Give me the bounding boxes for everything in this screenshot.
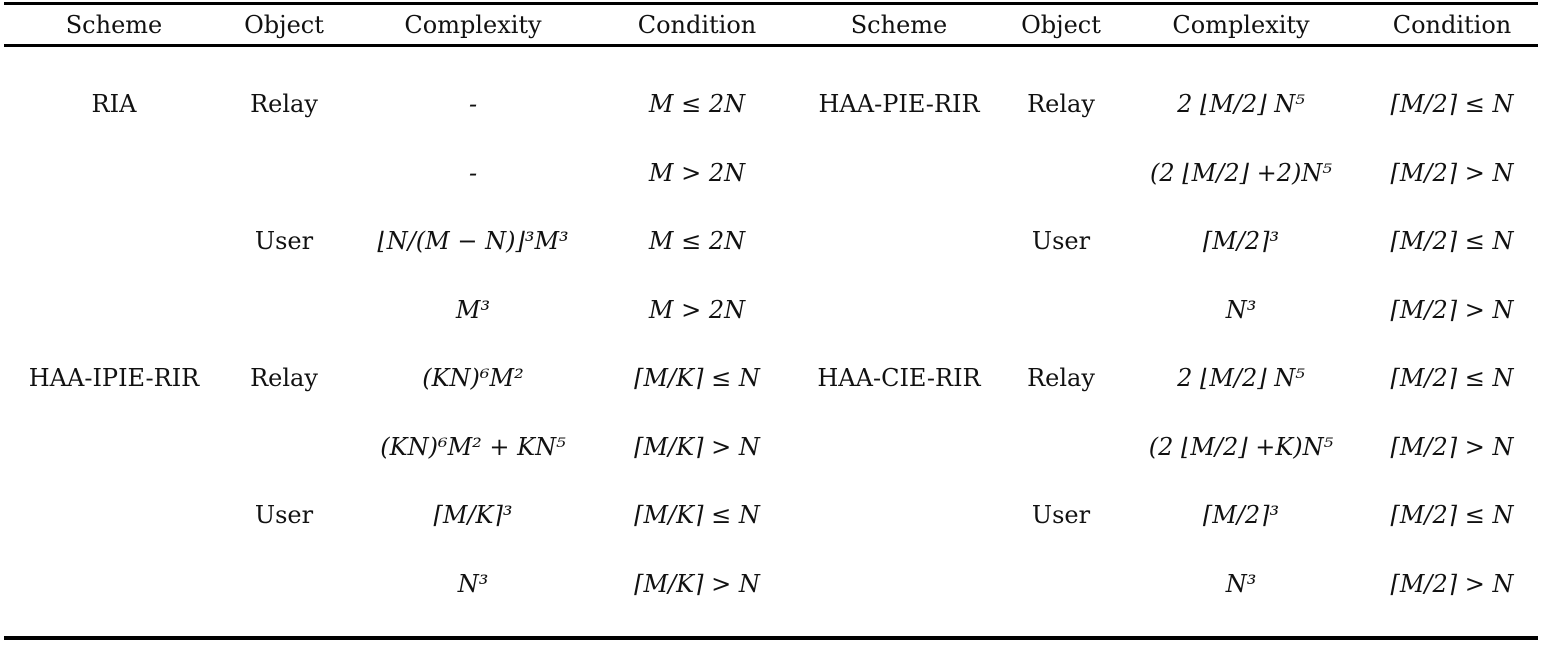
header-scheme-2: Scheme xyxy=(850,11,948,39)
header-complexity: Complexity xyxy=(404,11,542,39)
condition-cell: M > 2N xyxy=(648,295,746,324)
table-row: RIA Relay - M ≤ 2N HAA-PIE-RIR Relay 2 ⌊… xyxy=(4,70,1538,139)
complexity-cell-2: ⌈M/2⌉³ xyxy=(1202,501,1280,530)
table-row: User ⌈M/K⌉³ ⌈M/K⌉ ≤ N User ⌈M/2⌉³ ⌈M/2⌉ … xyxy=(4,481,1538,550)
header-object: Object xyxy=(244,11,324,39)
complexity-cell: (KN)⁶M² + KN⁵ xyxy=(380,432,566,461)
condition-cell-2: ⌈M/2⌉ ≤ N xyxy=(1390,501,1514,530)
table-row: User ⌊N/(M − N)⌋³M³ M ≤ 2N User ⌈M/2⌉³ ⌈… xyxy=(4,207,1538,276)
object-cell-2 xyxy=(1006,276,1116,345)
scheme-cell xyxy=(4,481,224,550)
object-cell xyxy=(226,276,342,345)
object-cell: Relay xyxy=(250,90,318,119)
object-cell xyxy=(226,139,342,208)
complexity-cell: ⌈M/K⌉³ xyxy=(433,501,513,530)
condition-cell: M > 2N xyxy=(648,158,746,187)
complexity-cell: N³ xyxy=(457,569,489,598)
scheme-cell: HAA-IPIE-RIR xyxy=(28,364,200,393)
condition-cell: ⌈M/K⌉ > N xyxy=(634,432,760,461)
condition-cell: M ≤ 2N xyxy=(648,90,746,119)
complexity-cell: M³ xyxy=(455,295,491,324)
object-cell: User xyxy=(254,227,314,256)
complexity-cell-2: N³ xyxy=(1225,295,1257,324)
complexity-table: Scheme Object Complexity Condition Schem… xyxy=(4,0,1538,645)
complexity-cell-2: (2 ⌊M/2⌋ +K)N⁵ xyxy=(1148,432,1334,461)
scheme-cell-2 xyxy=(794,481,1004,550)
complexity-cell: - xyxy=(468,90,478,119)
condition-cell: ⌈M/K⌉ > N xyxy=(634,569,760,598)
condition-cell: M ≤ 2N xyxy=(648,227,746,256)
scheme-cell: RIA xyxy=(91,90,137,119)
table-row: - M > 2N (2 ⌊M/2⌋ +2)N⁵ ⌈M/2⌉ > N xyxy=(4,139,1538,208)
condition-cell-2: ⌈M/2⌉ > N xyxy=(1390,158,1514,187)
object-cell-2: Relay xyxy=(1027,90,1095,119)
complexity-cell-2: 2 ⌊M/2⌋ N⁵ xyxy=(1177,364,1305,393)
scheme-cell-2 xyxy=(794,550,1004,619)
object-cell xyxy=(226,413,342,482)
scheme-cell-2 xyxy=(794,207,1004,276)
scheme-cell xyxy=(4,413,224,482)
table-row: HAA-IPIE-RIR Relay (KN)⁶M² ⌈M/K⌉ ≤ N HAA… xyxy=(4,344,1538,413)
header-object-2: Object xyxy=(1021,11,1101,39)
header-complexity-2: Complexity xyxy=(1172,11,1310,39)
condition-cell-2: ⌈M/2⌉ > N xyxy=(1390,569,1514,598)
table-row: M³ M > 2N N³ ⌈M/2⌉ > N xyxy=(4,276,1538,345)
condition-cell: ⌈M/K⌉ ≤ N xyxy=(634,501,760,530)
scheme-cell-2 xyxy=(794,413,1004,482)
top-rule xyxy=(4,2,1538,5)
complexity-cell: - xyxy=(468,158,478,187)
complexity-cell-2: 2 ⌊M/2⌋ N⁵ xyxy=(1177,90,1305,119)
table-row: N³ ⌈M/K⌉ > N N³ ⌈M/2⌉ > N xyxy=(4,550,1538,619)
condition-cell: ⌈M/K⌉ ≤ N xyxy=(634,364,760,393)
object-cell-2 xyxy=(1006,413,1116,482)
header-rule xyxy=(4,44,1538,47)
header-scheme: Scheme xyxy=(65,11,163,39)
object-cell xyxy=(226,550,342,619)
scheme-cell-2: HAA-PIE-RIR xyxy=(818,90,980,119)
header-condition: Condition xyxy=(637,11,757,39)
condition-cell-2: ⌈M/2⌉ ≤ N xyxy=(1390,227,1514,256)
condition-cell-2: ⌈M/2⌉ ≤ N xyxy=(1390,90,1514,119)
object-cell-2: Relay xyxy=(1027,364,1095,393)
condition-cell-2: ⌈M/2⌉ > N xyxy=(1390,295,1514,324)
complexity-cell-2: (2 ⌊M/2⌋ +2)N⁵ xyxy=(1150,158,1332,187)
scheme-cell-2: HAA-CIE-RIR xyxy=(817,364,981,393)
object-cell: User xyxy=(254,501,314,530)
complexity-cell: ⌊N/(M − N)⌋³M³ xyxy=(377,227,569,256)
complexity-cell-2: N³ xyxy=(1225,569,1257,598)
object-cell-2 xyxy=(1006,550,1116,619)
object-cell-2: User xyxy=(1031,501,1091,530)
object-cell: Relay xyxy=(250,364,318,393)
complexity-cell-2: ⌈M/2⌉³ xyxy=(1202,227,1280,256)
object-cell-2: User xyxy=(1031,227,1091,256)
table-body: RIA Relay - M ≤ 2N HAA-PIE-RIR Relay 2 ⌊… xyxy=(4,70,1538,618)
complexity-cell: (KN)⁶M² xyxy=(422,364,524,393)
scheme-cell xyxy=(4,276,224,345)
scheme-cell-2 xyxy=(794,276,1004,345)
header-row: Scheme Object Complexity Condition Schem… xyxy=(4,8,1538,42)
object-cell-2 xyxy=(1006,139,1116,208)
scheme-cell xyxy=(4,139,224,208)
condition-cell-2: ⌈M/2⌉ > N xyxy=(1390,432,1514,461)
bottom-rule xyxy=(4,636,1538,640)
table-row: (KN)⁶M² + KN⁵ ⌈M/K⌉ > N (2 ⌊M/2⌋ +K)N⁵ ⌈… xyxy=(4,413,1538,482)
scheme-cell-2 xyxy=(794,139,1004,208)
header-condition-2: Condition xyxy=(1392,11,1512,39)
scheme-cell xyxy=(4,550,224,619)
scheme-cell xyxy=(4,207,224,276)
condition-cell-2: ⌈M/2⌉ ≤ N xyxy=(1390,364,1514,393)
